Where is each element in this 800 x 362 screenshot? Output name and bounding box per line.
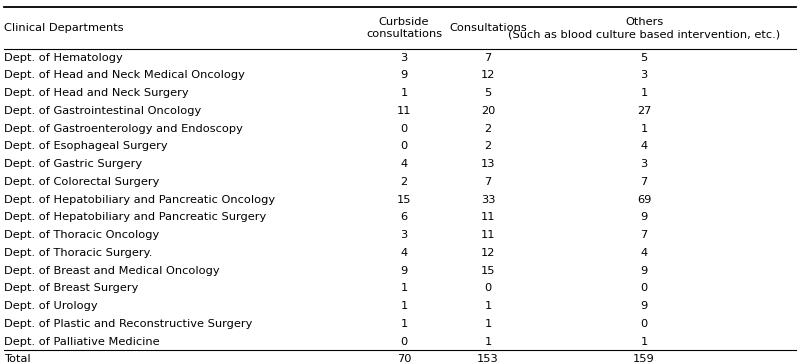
- Text: 1: 1: [484, 319, 492, 329]
- Text: 3: 3: [640, 159, 648, 169]
- Text: 9: 9: [400, 266, 408, 275]
- Text: 6: 6: [401, 212, 407, 222]
- Text: 159: 159: [633, 354, 655, 362]
- Text: 20: 20: [481, 106, 495, 116]
- Text: 15: 15: [481, 266, 495, 275]
- Text: 27: 27: [637, 106, 651, 116]
- Text: Dept. of Urology: Dept. of Urology: [4, 301, 98, 311]
- Text: 3: 3: [400, 53, 408, 63]
- Text: 4: 4: [401, 159, 407, 169]
- Text: Dept. of Hepatobiliary and Pancreatic Surgery: Dept. of Hepatobiliary and Pancreatic Su…: [4, 212, 266, 222]
- Text: 2: 2: [485, 124, 491, 134]
- Text: 0: 0: [640, 319, 648, 329]
- Text: 3: 3: [640, 71, 648, 80]
- Text: 9: 9: [640, 266, 648, 275]
- Text: 12: 12: [481, 71, 495, 80]
- Text: 12: 12: [481, 248, 495, 258]
- Text: 1: 1: [640, 124, 648, 134]
- Text: 0: 0: [400, 142, 408, 151]
- Text: Dept. of Gastroenterology and Endoscopy: Dept. of Gastroenterology and Endoscopy: [4, 124, 243, 134]
- Text: Dept. of Breast Surgery: Dept. of Breast Surgery: [4, 283, 138, 293]
- Text: 11: 11: [481, 230, 495, 240]
- Text: 0: 0: [400, 124, 408, 134]
- Text: 5: 5: [640, 53, 648, 63]
- Text: Dept. of Thoracic Oncology: Dept. of Thoracic Oncology: [4, 230, 159, 240]
- Text: 1: 1: [400, 283, 408, 293]
- Text: Dept. of Gastrointestinal Oncology: Dept. of Gastrointestinal Oncology: [4, 106, 202, 116]
- Text: 33: 33: [481, 195, 495, 205]
- Text: 11: 11: [481, 212, 495, 222]
- Text: 1: 1: [484, 301, 492, 311]
- Text: 7: 7: [640, 177, 648, 187]
- Text: 1: 1: [400, 319, 408, 329]
- Text: Others
(Such as blood culture based intervention, etc.): Others (Such as blood culture based inte…: [508, 17, 780, 39]
- Text: 9: 9: [640, 301, 648, 311]
- Text: 5: 5: [484, 88, 492, 98]
- Text: Dept. of Thoracic Surgery.: Dept. of Thoracic Surgery.: [4, 248, 152, 258]
- Text: Dept. of Colorectal Surgery: Dept. of Colorectal Surgery: [4, 177, 159, 187]
- Text: 1: 1: [400, 88, 408, 98]
- Text: 2: 2: [485, 142, 491, 151]
- Text: 7: 7: [484, 53, 492, 63]
- Text: 1: 1: [484, 337, 492, 346]
- Text: 1: 1: [400, 301, 408, 311]
- Text: 0: 0: [484, 283, 492, 293]
- Text: 13: 13: [481, 159, 495, 169]
- Text: Dept. of Gastric Surgery: Dept. of Gastric Surgery: [4, 159, 142, 169]
- Text: 1: 1: [640, 337, 648, 346]
- Text: Clinical Departments: Clinical Departments: [4, 23, 124, 33]
- Text: 4: 4: [641, 142, 647, 151]
- Text: 0: 0: [640, 283, 648, 293]
- Text: Total: Total: [4, 354, 30, 362]
- Text: 4: 4: [401, 248, 407, 258]
- Text: 7: 7: [640, 230, 648, 240]
- Text: 15: 15: [397, 195, 411, 205]
- Text: 11: 11: [397, 106, 411, 116]
- Text: Dept. of Plastic and Reconstructive Surgery: Dept. of Plastic and Reconstructive Surg…: [4, 319, 252, 329]
- Text: Dept. of Esophageal Surgery: Dept. of Esophageal Surgery: [4, 142, 168, 151]
- Text: Dept. of Hematology: Dept. of Hematology: [4, 53, 122, 63]
- Text: Dept. of Breast and Medical Oncology: Dept. of Breast and Medical Oncology: [4, 266, 220, 275]
- Text: Dept. of Hepatobiliary and Pancreatic Oncology: Dept. of Hepatobiliary and Pancreatic On…: [4, 195, 275, 205]
- Text: Dept. of Palliative Medicine: Dept. of Palliative Medicine: [4, 337, 160, 346]
- Text: Curbside
consultations: Curbside consultations: [366, 17, 442, 39]
- Text: 9: 9: [400, 71, 408, 80]
- Text: 153: 153: [477, 354, 499, 362]
- Text: 9: 9: [640, 212, 648, 222]
- Text: 0: 0: [400, 337, 408, 346]
- Text: 69: 69: [637, 195, 651, 205]
- Text: 1: 1: [640, 88, 648, 98]
- Text: 4: 4: [641, 248, 647, 258]
- Text: 70: 70: [397, 354, 411, 362]
- Text: Dept. of Head and Neck Medical Oncology: Dept. of Head and Neck Medical Oncology: [4, 71, 245, 80]
- Text: 2: 2: [401, 177, 407, 187]
- Text: 3: 3: [400, 230, 408, 240]
- Text: Dept. of Head and Neck Surgery: Dept. of Head and Neck Surgery: [4, 88, 189, 98]
- Text: 7: 7: [484, 177, 492, 187]
- Text: Consultations: Consultations: [449, 23, 527, 33]
